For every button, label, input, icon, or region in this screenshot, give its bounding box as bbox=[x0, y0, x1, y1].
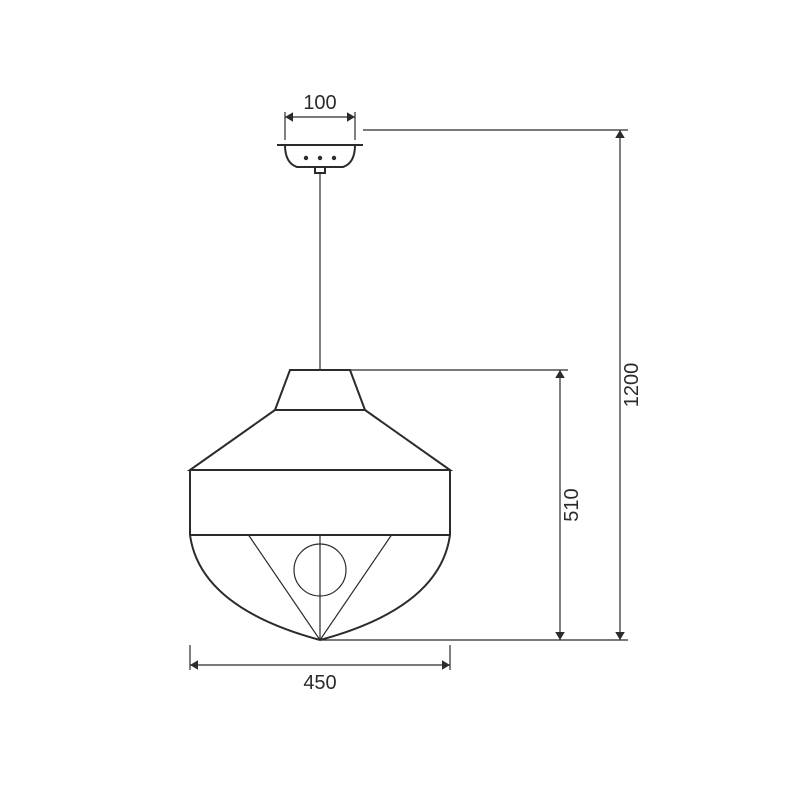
dim-shade-width: 450 bbox=[303, 672, 336, 694]
dim-canopy-width: 100 bbox=[303, 92, 336, 114]
pendant-lamp-dimensions: 100 450 510 1200 bbox=[0, 0, 800, 800]
dim-shade-height: 510 bbox=[561, 488, 583, 521]
dim-total-height: 1200 bbox=[621, 363, 643, 408]
